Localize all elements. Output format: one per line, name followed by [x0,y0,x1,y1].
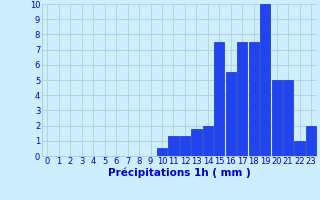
Bar [168,136,179,156]
Bar [157,148,167,156]
Bar [237,42,247,156]
Bar [203,126,213,156]
Bar [180,136,190,156]
Bar [306,126,316,156]
Bar [191,129,202,156]
Bar [226,72,236,156]
X-axis label: Précipitations 1h ( mm ): Précipitations 1h ( mm ) [108,168,251,178]
Bar [214,42,225,156]
Bar [283,80,293,156]
Bar [260,4,270,156]
Bar [249,42,259,156]
Bar [271,80,282,156]
Bar [294,141,305,156]
